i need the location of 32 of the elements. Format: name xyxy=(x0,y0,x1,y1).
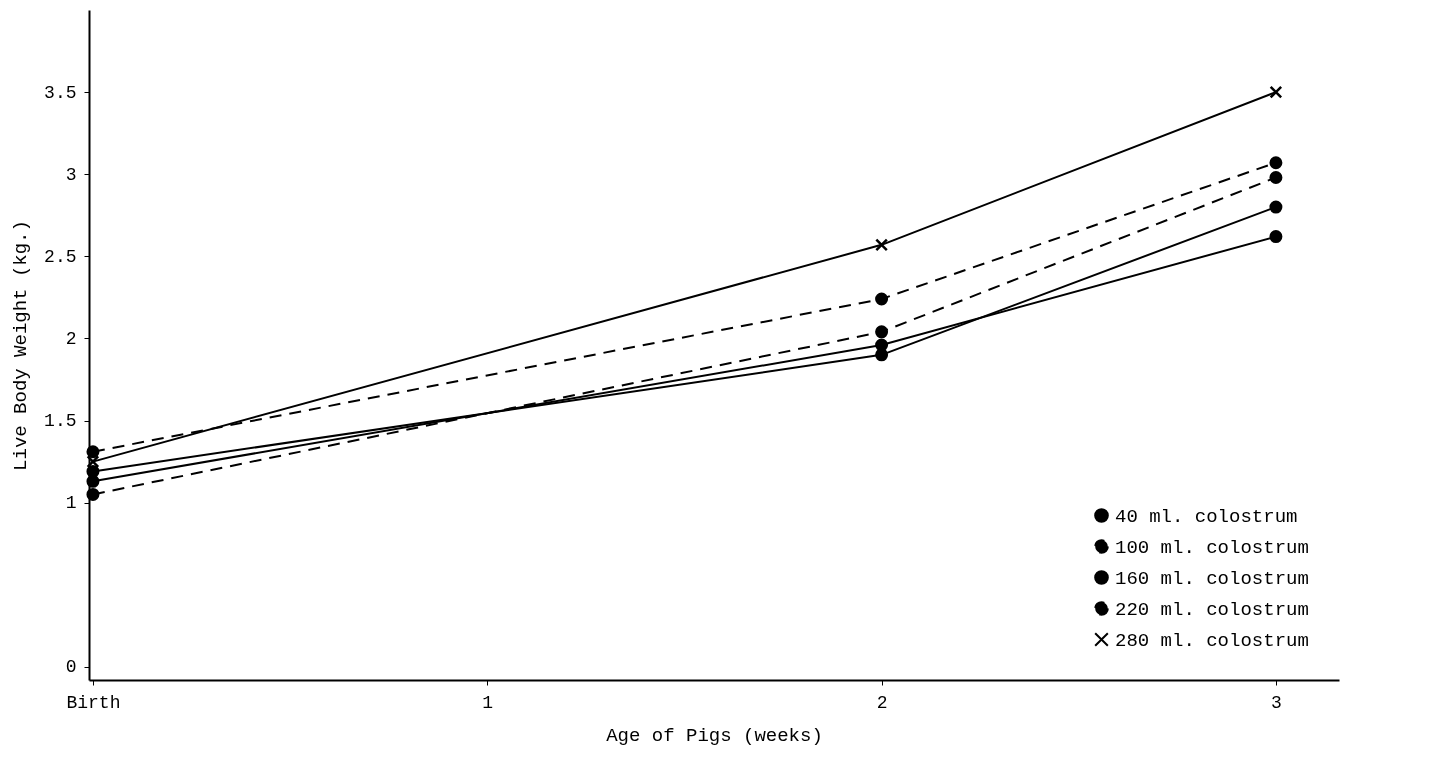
point xyxy=(86,455,100,469)
point xyxy=(86,487,100,501)
y-tick-label: 3.5 xyxy=(44,82,77,103)
point xyxy=(86,464,100,478)
y-axis-title: Live Body Weight (kg.) xyxy=(10,220,33,471)
point xyxy=(1269,156,1283,170)
point xyxy=(875,292,889,306)
point xyxy=(1269,171,1283,184)
x-tick-label: Birth xyxy=(66,692,121,713)
point xyxy=(1269,200,1283,214)
x-tick-label: 1 xyxy=(482,692,494,713)
point xyxy=(875,238,889,252)
y-tick-label: 1.5 xyxy=(44,411,77,432)
x-tick-label: 3 xyxy=(1271,692,1282,713)
x-axis-title: Age of Pigs (weeks) xyxy=(606,724,823,747)
point xyxy=(875,338,889,352)
legend-label: 220 ml. colostrum xyxy=(1115,598,1309,621)
legend-label: 40 ml. colostrum xyxy=(1115,505,1298,528)
legend-label: 160 ml. colostrum xyxy=(1115,567,1309,590)
point xyxy=(1269,85,1283,99)
point xyxy=(875,325,889,339)
y-tick-label: 0 xyxy=(65,657,77,678)
y-tick-label: 1 xyxy=(65,493,77,514)
y-tick-label: 2.5 xyxy=(44,246,77,267)
point xyxy=(1269,230,1283,244)
y-tick-label: 2 xyxy=(65,328,77,349)
legend-label: 280 ml. colostrum xyxy=(1115,629,1309,652)
x-tick-label: 2 xyxy=(876,692,888,713)
y-tick-label: 3 xyxy=(65,164,77,185)
point xyxy=(875,348,889,362)
point xyxy=(86,445,100,459)
legend-label: 100 ml. colostrum xyxy=(1115,536,1309,559)
